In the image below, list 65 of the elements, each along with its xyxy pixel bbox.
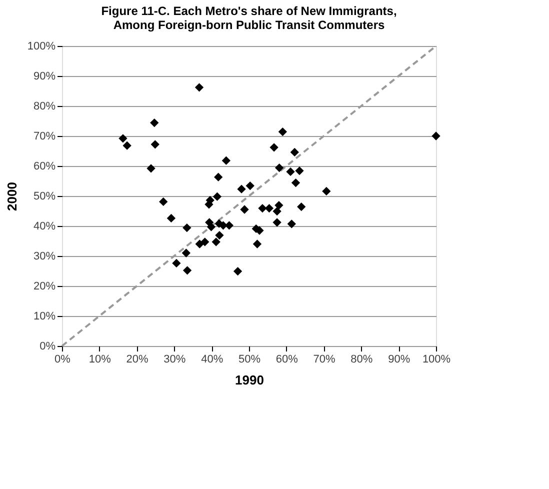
point bbox=[278, 127, 287, 136]
point bbox=[264, 204, 274, 213]
y-tick-label: 70% bbox=[33, 130, 56, 142]
point bbox=[258, 204, 267, 213]
x-tick-label: 40% bbox=[201, 354, 224, 366]
point bbox=[287, 220, 296, 228]
chart-title: Figure 11-C. Each Metro's share of New Immigrants, Among Foreign-born Public Transit Commuters bbox=[101, 4, 397, 32]
y-tick-label: 20% bbox=[33, 280, 56, 292]
point bbox=[291, 178, 300, 188]
x-tick-label: 50% bbox=[238, 354, 261, 366]
y-tick-label: 80% bbox=[33, 100, 56, 112]
x-tick-label: 90% bbox=[388, 354, 410, 366]
point bbox=[222, 156, 231, 165]
point bbox=[212, 238, 220, 246]
x-tick-label: 80% bbox=[350, 354, 373, 366]
point bbox=[246, 181, 254, 190]
point bbox=[233, 266, 242, 276]
x-axis-title: 1990 bbox=[235, 372, 264, 388]
point bbox=[118, 134, 128, 143]
point bbox=[432, 132, 440, 140]
point bbox=[322, 186, 331, 196]
point bbox=[212, 192, 222, 201]
point bbox=[122, 141, 132, 150]
y-tick-label: 0% bbox=[40, 340, 56, 352]
point bbox=[150, 140, 160, 149]
point bbox=[200, 238, 210, 246]
point bbox=[290, 148, 299, 157]
point bbox=[274, 200, 284, 210]
y-tick-label: 10% bbox=[33, 310, 56, 322]
point bbox=[274, 163, 284, 172]
point bbox=[159, 197, 168, 206]
point bbox=[182, 266, 192, 275]
y-tick-label: 90% bbox=[33, 70, 56, 82]
y-tick-label: 30% bbox=[33, 250, 56, 262]
y-tick-label: 40% bbox=[33, 220, 56, 232]
point bbox=[240, 205, 249, 214]
point bbox=[182, 223, 192, 232]
point bbox=[172, 258, 181, 268]
point bbox=[194, 83, 204, 92]
y-axis-title: 2000 bbox=[4, 182, 20, 211]
point bbox=[272, 206, 282, 216]
x-tick-label: 30% bbox=[164, 354, 186, 366]
point bbox=[215, 230, 224, 240]
y-tick-label: 100% bbox=[27, 40, 56, 52]
point bbox=[150, 118, 159, 128]
x-tick-label: 70% bbox=[313, 354, 336, 366]
point bbox=[252, 240, 262, 248]
x-tick-label: 60% bbox=[276, 354, 298, 366]
x-tick-label: 100% bbox=[422, 354, 451, 366]
point bbox=[214, 172, 223, 182]
y-tick-label: 50% bbox=[33, 190, 56, 202]
x-tick-label: 0% bbox=[54, 354, 71, 366]
point bbox=[272, 218, 282, 227]
point bbox=[297, 202, 306, 212]
point bbox=[206, 222, 216, 232]
point bbox=[166, 214, 176, 223]
point bbox=[182, 248, 190, 258]
point bbox=[146, 164, 156, 173]
point bbox=[286, 167, 295, 176]
x-tick-label: 10% bbox=[88, 354, 112, 366]
x-tick-label: 20% bbox=[126, 354, 149, 366]
y-tick-label: 60% bbox=[33, 160, 56, 172]
point bbox=[237, 184, 246, 194]
point bbox=[295, 166, 304, 176]
point bbox=[270, 143, 278, 152]
